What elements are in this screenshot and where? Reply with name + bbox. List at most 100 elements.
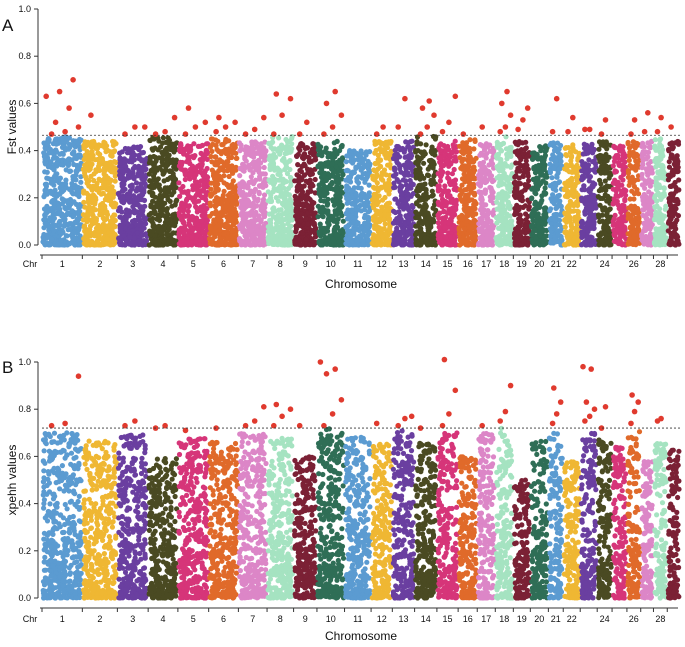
snp-point (303, 216, 309, 222)
snp-point (225, 236, 231, 242)
snp-point (120, 188, 126, 194)
snp-point (199, 194, 205, 200)
significant-snp-point (431, 112, 437, 118)
snp-point (138, 207, 144, 213)
snp-point (459, 158, 465, 165)
snp-point (288, 182, 294, 189)
snp-point (187, 223, 193, 229)
snp-point (163, 167, 169, 173)
snp-point (337, 199, 343, 205)
snp-point (317, 229, 323, 235)
snp-point (199, 212, 205, 219)
snp-point (391, 180, 397, 186)
snp-point (396, 145, 402, 152)
snp-point (379, 234, 386, 240)
snp-point (435, 188, 441, 194)
snp-point (43, 146, 49, 152)
snp-point (376, 240, 382, 246)
chromosome-4-points (146, 114, 180, 248)
snp-point (41, 206, 48, 212)
snp-point (167, 198, 173, 204)
snp-point (325, 201, 331, 207)
snp-point (405, 191, 411, 197)
significant-snp-point (242, 131, 249, 137)
snp-point (57, 222, 64, 228)
snp-point (215, 181, 221, 187)
snp-point (337, 228, 343, 234)
snp-point (446, 220, 452, 226)
snp-point (423, 196, 429, 202)
snp-point (90, 196, 96, 202)
significant-snp-point (70, 77, 76, 83)
snp-point (299, 230, 306, 236)
snp-point (230, 178, 236, 184)
snp-point (414, 192, 421, 199)
snp-point (315, 214, 321, 220)
snp-point (298, 242, 304, 248)
snp-point (139, 150, 145, 156)
snp-point (400, 177, 406, 183)
snp-point (164, 206, 170, 212)
snp-point (126, 213, 132, 219)
snp-point (177, 242, 184, 248)
snp-point (323, 145, 329, 151)
snp-point (393, 241, 399, 247)
snp-point (299, 191, 305, 198)
snp-point (53, 174, 59, 180)
significant-snp-point (419, 105, 426, 111)
snp-point (48, 180, 54, 186)
snp-point (365, 193, 371, 200)
snp-point (63, 146, 69, 152)
snp-point (464, 209, 470, 215)
snp-point (296, 176, 302, 182)
snp-point (185, 192, 191, 198)
snp-point (164, 194, 170, 200)
snp-point (42, 169, 48, 175)
snp-point (387, 161, 393, 168)
snp-point (54, 149, 60, 155)
snp-point (74, 169, 80, 175)
snp-point (237, 186, 243, 192)
snp-point (305, 170, 311, 176)
snp-point (461, 171, 467, 177)
snp-point (69, 141, 76, 148)
snp-point (259, 144, 265, 150)
significant-snp-point (424, 124, 431, 130)
snp-point (409, 202, 415, 209)
significant-snp-point (213, 128, 219, 135)
significant-snp-point (426, 98, 433, 104)
snp-point (369, 240, 375, 246)
snp-point (278, 236, 284, 243)
snp-point (47, 242, 53, 248)
snp-point (296, 237, 302, 243)
snp-point (445, 191, 451, 198)
snp-point (355, 220, 361, 226)
snp-point (383, 139, 389, 145)
snp-point (267, 217, 273, 223)
snp-point (41, 225, 47, 231)
snp-point (461, 226, 468, 232)
snp-point (241, 213, 247, 219)
snp-point (357, 224, 364, 230)
snp-point (251, 194, 257, 200)
snp-point (155, 228, 161, 234)
snp-point (464, 218, 470, 224)
snp-point (334, 173, 340, 179)
snp-point (127, 183, 133, 189)
significant-snp-point (142, 124, 148, 130)
snp-point (230, 150, 236, 156)
snp-point (44, 175, 50, 181)
snp-point (136, 217, 143, 223)
snp-point (146, 212, 152, 218)
snp-point (278, 229, 285, 235)
snp-point (429, 188, 435, 194)
snp-point (416, 215, 422, 221)
snp-point (170, 213, 176, 219)
snp-point (238, 142, 244, 148)
snp-point (399, 239, 405, 245)
snp-point (197, 162, 203, 168)
snp-point (294, 195, 300, 201)
snp-point (195, 187, 201, 194)
snp-point (190, 197, 196, 203)
